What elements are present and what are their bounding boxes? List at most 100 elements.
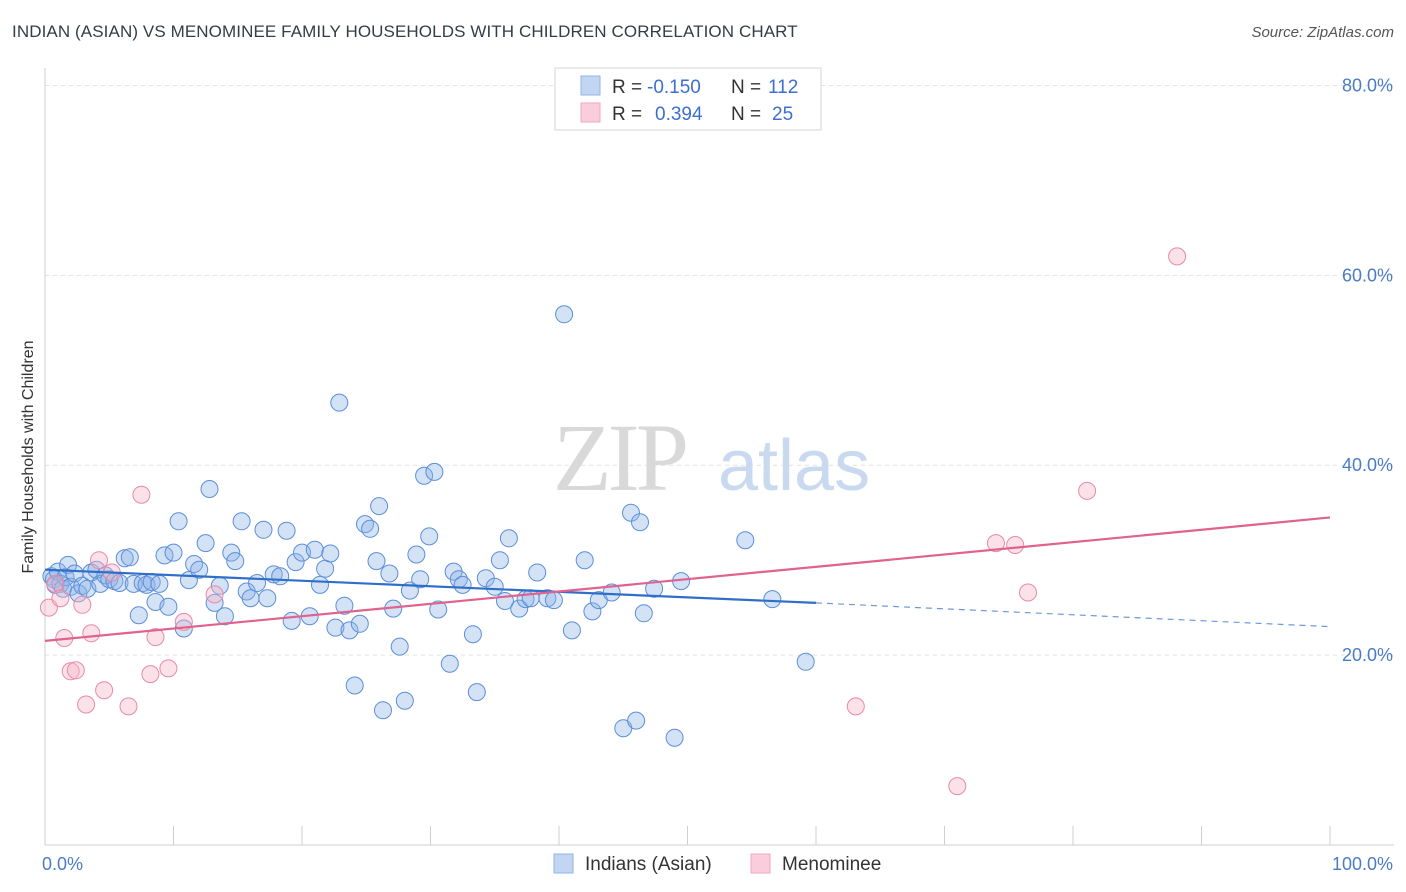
indians-asian-point-88 <box>467 683 486 702</box>
trend-lines <box>44 516 1331 642</box>
x-tick-label-100: 100.0% <box>1332 854 1393 874</box>
indians-asian-point-64 <box>340 621 359 640</box>
indians-asian-point-35 <box>185 555 204 573</box>
menominee-point-7 <box>77 695 96 714</box>
indians-asian-point-52 <box>277 521 296 540</box>
legend-r-label-2: R = <box>612 104 642 125</box>
x-tick-labels: 0.0% 100.0% <box>42 854 1393 874</box>
indians-asian-point-46 <box>241 589 260 608</box>
indians-asian-point-109 <box>631 513 649 532</box>
menominee-point-8 <box>82 624 101 643</box>
indians-asian-point-114 <box>736 531 755 550</box>
indians-asian-point-62 <box>330 393 349 412</box>
indians-asian-point-59 <box>316 559 335 578</box>
y-tick-label-40: 40.0% <box>1342 455 1393 475</box>
indians-asian-point-97 <box>528 563 547 582</box>
legend-n-value-1: 112 <box>768 77 798 98</box>
indians-asian-point-25 <box>137 575 156 594</box>
indians-asian-point-58 <box>311 575 329 594</box>
indians-asian-point-103 <box>583 602 602 621</box>
indians-asian-point-96 <box>521 589 540 608</box>
indians-asian-point-82 <box>429 600 448 619</box>
menominee-point-13 <box>132 485 151 504</box>
indians-asian-point-86 <box>453 575 472 594</box>
y-axis-label: Family Households with Children <box>20 341 37 574</box>
indians-asian-point-102 <box>575 551 594 570</box>
series-legend: Indians (Asian) Menominee <box>553 853 881 875</box>
menominee-point-10 <box>95 681 114 700</box>
indians-asian-point-75 <box>395 691 414 710</box>
indians-asian-point-93 <box>499 529 518 548</box>
indians-asian-point-78 <box>411 570 430 589</box>
indians-asian-point-47 <box>248 574 266 592</box>
y-tick-label-20: 20.0% <box>1342 645 1393 665</box>
indians-asian-point-108 <box>627 711 646 730</box>
indians-asian-point-63 <box>335 596 354 615</box>
indians-asian-point-83 <box>440 654 459 673</box>
indians-asian-point-99 <box>544 591 563 610</box>
series-indians-asian-points <box>42 305 815 747</box>
indians-asian-point-79 <box>415 466 434 485</box>
indians-asian-point-70 <box>370 497 389 516</box>
indians-asian-point-68 <box>361 519 380 538</box>
bottom-legend-label-indians: Indians (Asian) <box>585 854 712 875</box>
y-tick-label-60: 60.0% <box>1342 265 1393 285</box>
y-tick-labels: 20.0% 40.0% 60.0% 80.0% <box>1342 75 1393 665</box>
indians-asian-point-36 <box>190 560 209 579</box>
grid-lines <box>45 84 1394 656</box>
menominee-point-4 <box>61 662 80 681</box>
menominee-point-21 <box>986 534 1005 553</box>
indians-asian-point-69 <box>367 552 386 571</box>
indians-asian-point-94 <box>510 599 529 618</box>
menominee-point-12 <box>119 697 138 716</box>
indians-asian-point-44 <box>232 512 251 531</box>
indians-asian-point-61 <box>326 618 345 637</box>
menominee-point-19 <box>846 697 865 716</box>
menominee-point-6 <box>73 595 92 614</box>
indians-asian-point-43 <box>226 552 245 571</box>
indians-asian-point-65 <box>345 676 364 695</box>
indians-asian-point-105 <box>602 583 621 602</box>
indians-asian-point-111 <box>645 579 664 598</box>
menominee-point-20 <box>948 777 967 796</box>
menominee-point-2 <box>51 589 70 608</box>
menominee-point-18 <box>205 585 224 604</box>
indians-asian-point-74 <box>390 637 409 656</box>
watermark: ZIP atlas <box>553 404 870 511</box>
menominee-point-25 <box>1168 247 1187 266</box>
legend-swatch-indians <box>580 75 601 96</box>
indians-asian-point-53 <box>282 611 301 630</box>
chart-source: Source: ZipAtlas.com <box>1251 24 1394 41</box>
legend-r-label-1: R = <box>612 77 642 98</box>
indians-asian-point-116 <box>796 652 815 671</box>
watermark-zip: ZIP <box>553 404 686 511</box>
indians-asian-point-60 <box>321 544 340 563</box>
indians-asian-point-101 <box>562 621 581 640</box>
chart-title: INDIAN (ASIAN) VS MENOMINEE FAMILY HOUSE… <box>12 22 798 41</box>
indians-asian-point-115 <box>763 590 782 609</box>
indians-asian-point-91 <box>490 551 509 570</box>
indians-asian-point-71 <box>374 701 392 720</box>
indians-asian-point-42 <box>222 543 241 562</box>
legend-r-value-2: 0.394 <box>655 104 703 125</box>
indians-asian-point-107 <box>622 503 640 522</box>
indians-asian-point-31 <box>164 543 183 562</box>
indians-asian-point-23 <box>129 606 148 625</box>
indians-asian-point-32 <box>169 512 188 531</box>
indians-asian-point-15 <box>91 574 110 593</box>
x-tick-label-0: 0.0% <box>42 854 83 874</box>
indians-asian-point-54 <box>286 553 305 572</box>
menominee-point-1 <box>46 574 65 593</box>
indians-asian-point-22 <box>124 574 143 593</box>
bottom-legend-label-menominee: Menominee <box>782 854 881 875</box>
indians-asian-point-100 <box>555 305 574 324</box>
indians-asian-point-77 <box>407 545 426 564</box>
indians-asian-point-30 <box>159 597 178 616</box>
indians-asian-point-72 <box>380 564 399 583</box>
indians-asian-point-51 <box>271 567 290 586</box>
legend-swatch-menominee <box>580 102 601 123</box>
indians-asian-point-28 <box>150 574 169 593</box>
indians-asian-point-48 <box>254 520 273 539</box>
x-ticks <box>44 826 1331 845</box>
